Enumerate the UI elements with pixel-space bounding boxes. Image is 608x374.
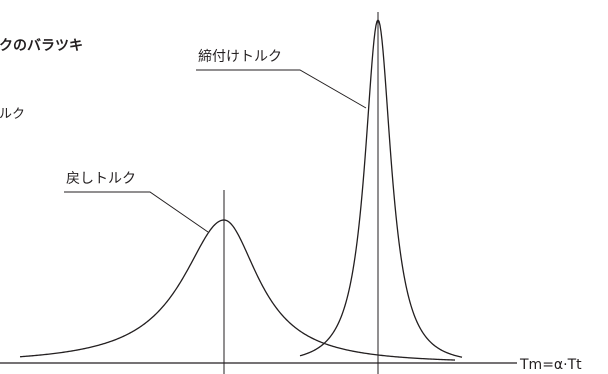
return-torque-leader: [64, 191, 209, 233]
return-torque-label: 戻しトルク: [66, 171, 136, 187]
diagram-title: クのバラツキ: [0, 38, 83, 54]
tightening-torque-label: 締付けトルク: [198, 48, 282, 65]
axis-label: Tm=α·Tt: [519, 357, 582, 373]
tightening-torque-curve: [299, 18, 463, 358]
tightening-torque-leader: [196, 69, 367, 109]
return-torque-curve: [19, 219, 456, 361]
partial-label: ルク: [0, 107, 25, 122]
